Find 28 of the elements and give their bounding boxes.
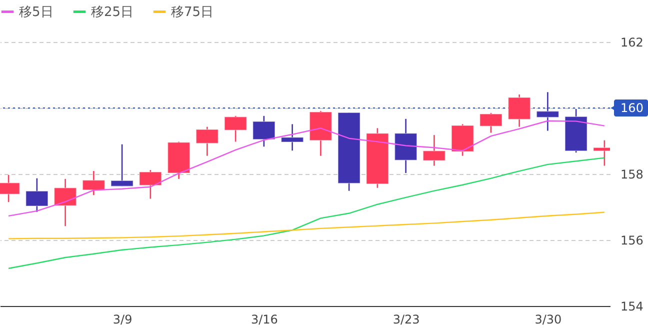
line-series: [8, 157, 606, 269]
candlestick: [110, 144, 134, 187]
line-series: [8, 212, 606, 240]
candlestick: [224, 115, 247, 142]
candlestick: [536, 92, 560, 132]
candlestick: [280, 124, 304, 152]
y-tick-label: 154: [620, 300, 644, 314]
candlestick: [82, 170, 106, 196]
candlestick: [508, 94, 531, 128]
x-tick-label: 3/9: [112, 312, 132, 326]
x-tick-label: 3/16: [250, 312, 278, 326]
y-tick-label: 162: [620, 36, 644, 50]
line-series: [8, 120, 606, 217]
legend-label: 移25日: [91, 4, 134, 20]
candlestick: [196, 126, 219, 156]
x-tick-label: 3/23: [392, 312, 420, 326]
candlestick: [480, 112, 502, 134]
candlestick: [139, 169, 162, 200]
legend-label: 移5日: [19, 4, 54, 20]
candlestick: [26, 178, 48, 213]
candlestick: [422, 134, 446, 166]
ref-line-label: 160: [620, 101, 644, 115]
candlestick: [252, 115, 276, 148]
candlestick: [54, 178, 77, 227]
x-tick-label: 3/30: [534, 312, 562, 326]
y-tick-label: 156: [620, 234, 644, 248]
y-tick-label: 158: [620, 168, 644, 182]
legend-label: 移75日: [171, 4, 214, 20]
